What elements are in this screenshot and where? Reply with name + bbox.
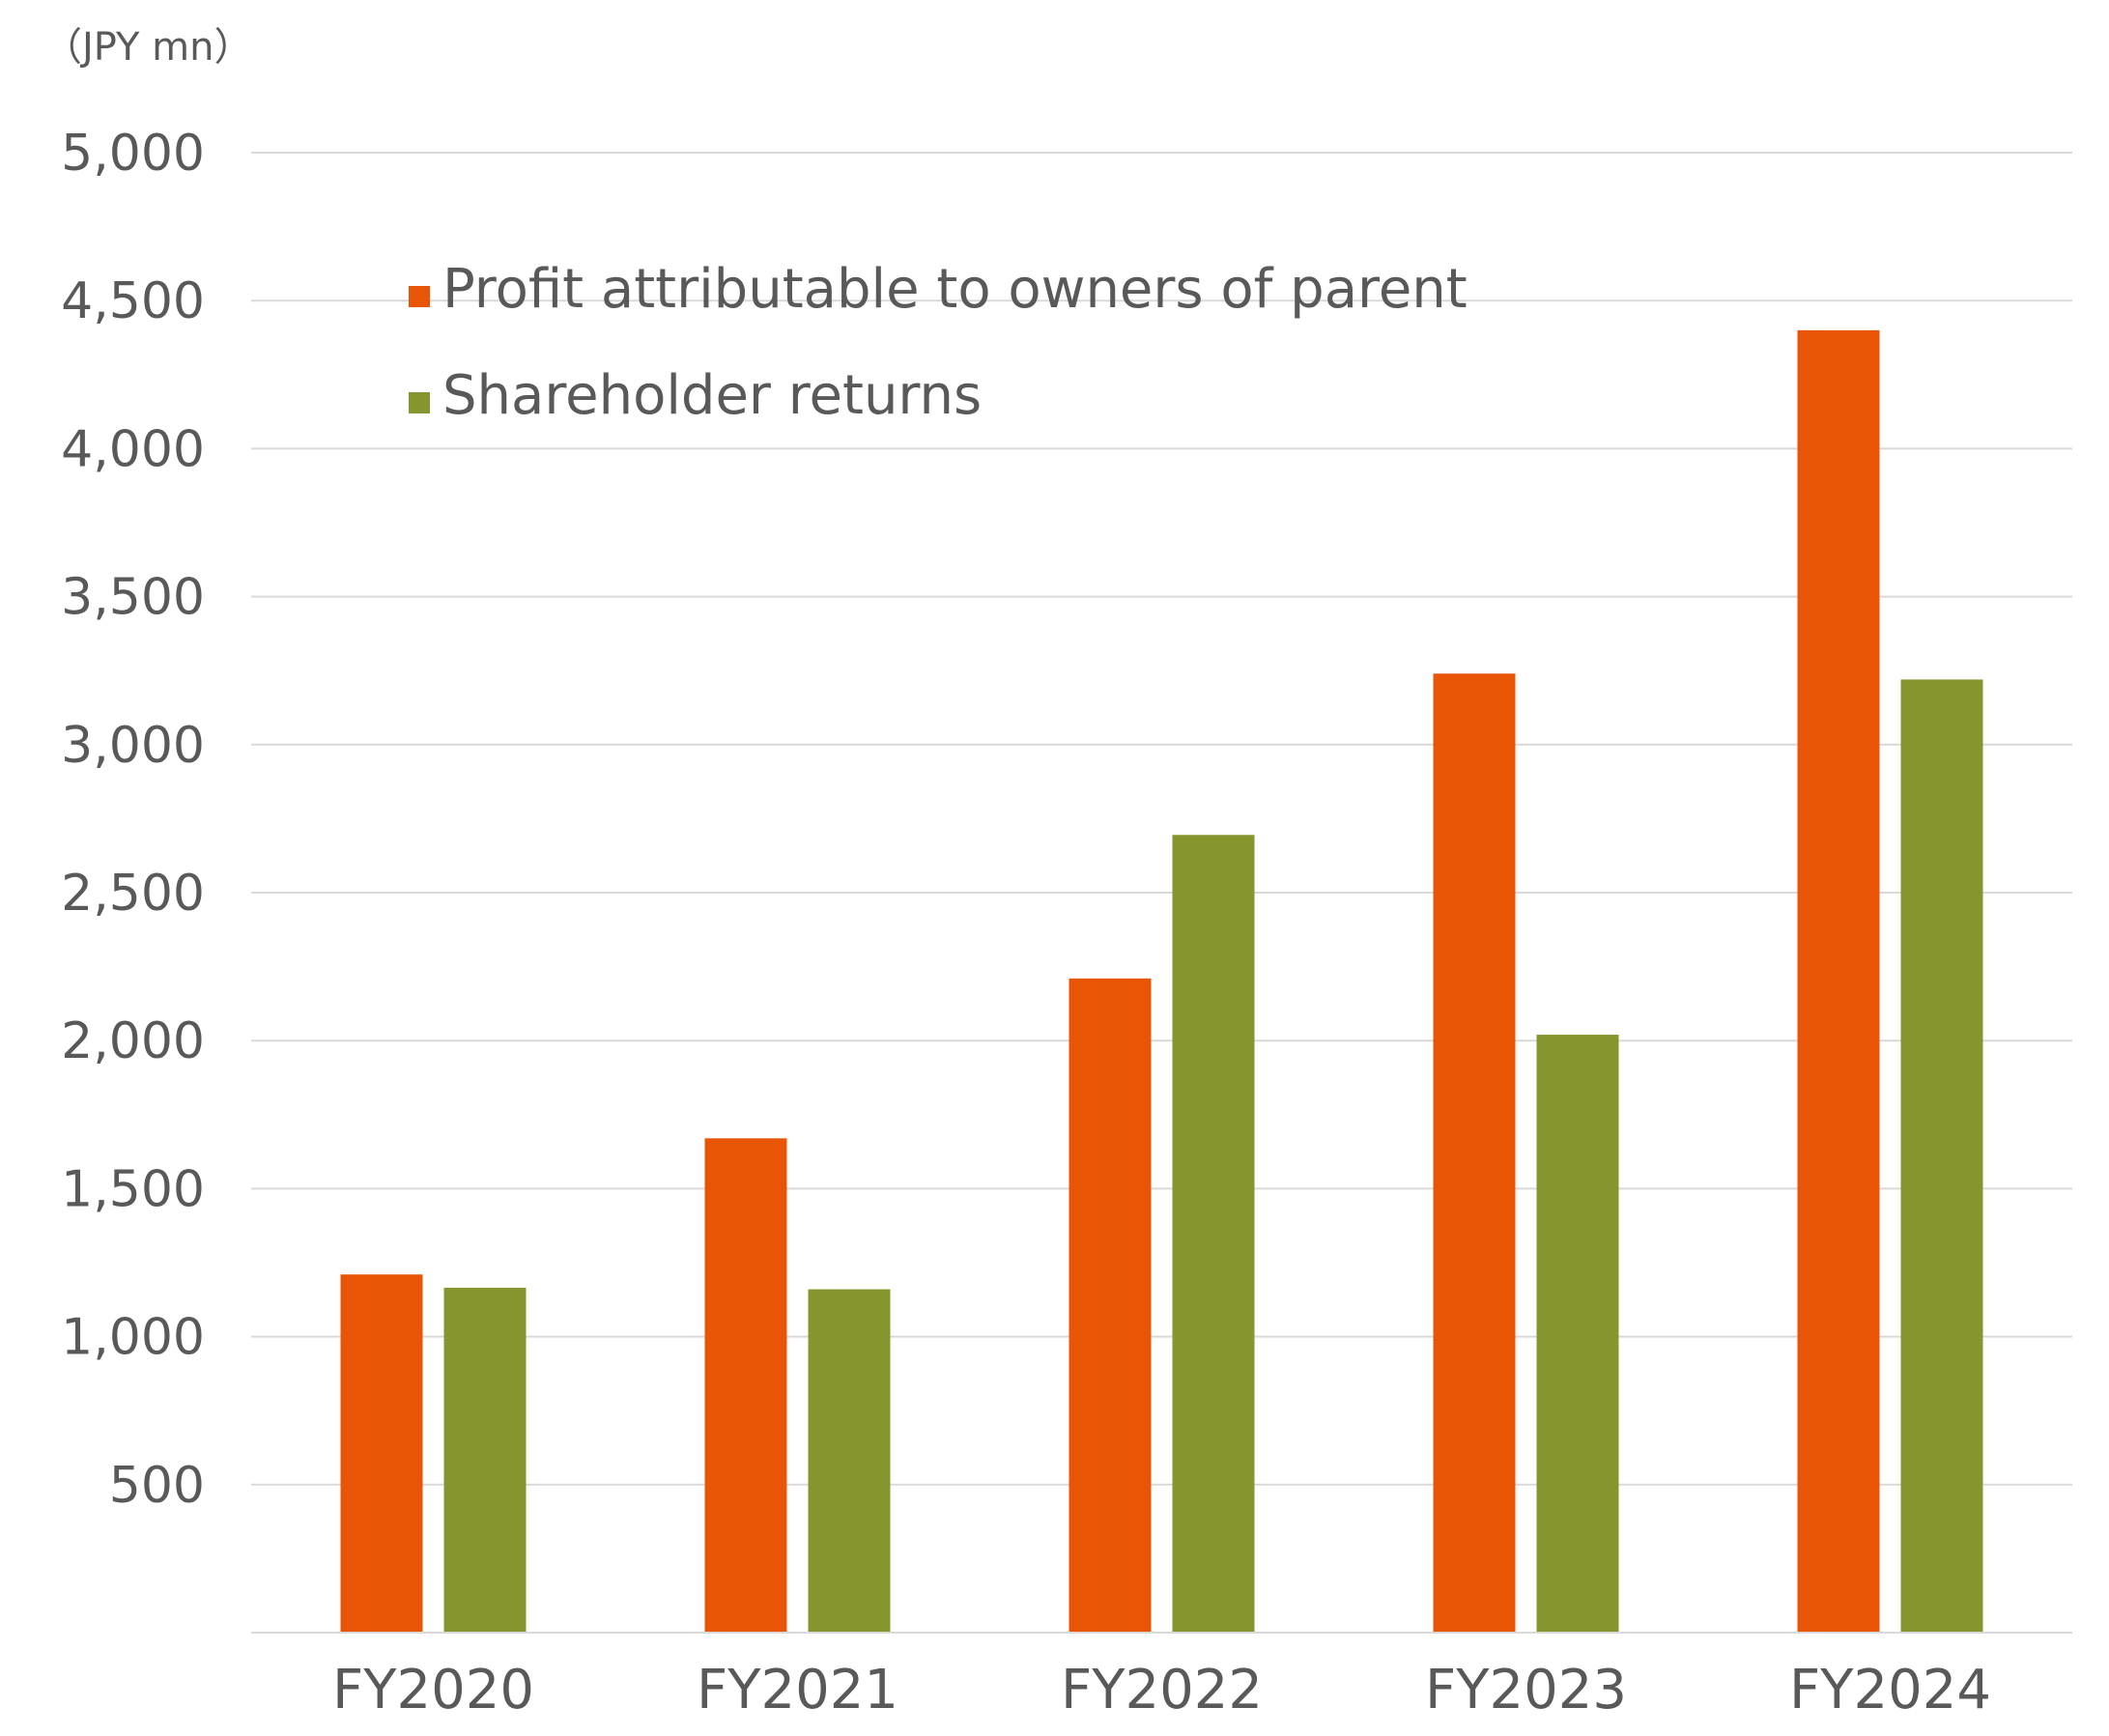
bar-FY2021-profit-attributable-to-owners-of-parent [704,1138,787,1633]
x-tick-label: FY2020 [332,1659,534,1722]
bar-FY2024-profit-attributable-to-owners-of-parent [1797,329,1880,1634]
legend-item: Shareholder returns [409,364,982,427]
x-tick-label: FY2022 [1061,1659,1263,1722]
gridlines [251,152,2072,1486]
x-tick-label: FY2023 [1425,1659,1627,1722]
bar-FY2021-shareholder-returns [808,1289,891,1633]
y-tick-label: 2,500 [61,865,205,923]
y-tick-label: 500 [109,1457,205,1515]
bar-FY2023-shareholder-returns [1536,1035,1619,1633]
y-tick-label: 5,000 [61,125,205,183]
bars [340,329,1983,1634]
bar-FY2023-profit-attributable-to-owners-of-parent [1433,673,1516,1633]
x-tick-label: FY2024 [1789,1659,1991,1722]
bar-FY2022-profit-attributable-to-owners-of-parent [1069,978,1152,1633]
y-tick-label: 4,000 [61,420,205,478]
legend-label: Shareholder returns [442,364,982,427]
x-tick-label: FY2021 [697,1659,898,1722]
bar-FY2022-shareholder-returns [1172,835,1255,1633]
legend-swatch [409,286,430,307]
legend-swatch [409,392,430,413]
y-tick-label: 4,500 [61,272,205,330]
legend: Profit attributable to owners of parent S… [409,258,1468,427]
legend-item: Profit attributable to owners of parent [409,258,1468,321]
y-tick-label: 3,000 [61,717,205,775]
y-tick-label: 3,500 [61,569,205,627]
bar-FY2020-shareholder-returns [443,1288,527,1633]
y-tick-label: 2,000 [61,1012,205,1070]
y-tick-label: 1,500 [61,1160,205,1218]
bar-FY2020-profit-attributable-to-owners-of-parent [340,1274,423,1633]
x-axis-tick-labels: FY2020 FY2021 FY2022 FY2023 FY2024 [332,1659,1991,1722]
y-tick-label: 1,000 [61,1309,205,1367]
y-axis-tick-labels: 500 1,000 1,500 2,000 2,500 3,000 3,500 4,000 4,… [61,125,205,1515]
y-axis-unit-label: （JPY mn） [43,25,253,70]
legend-label: Profit attributable to owners of parent [442,258,1468,321]
bar-FY2024-shareholder-returns [1900,679,1983,1633]
